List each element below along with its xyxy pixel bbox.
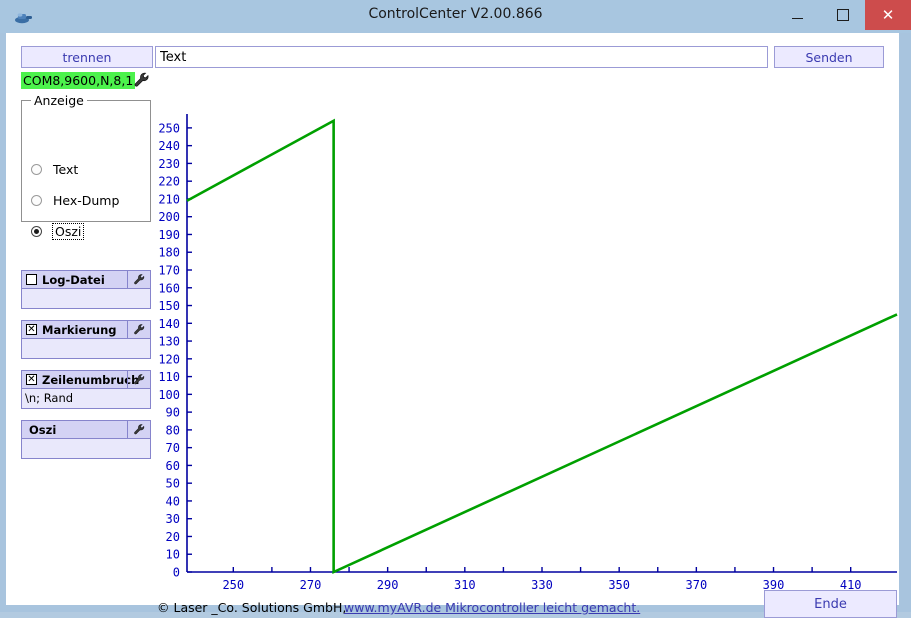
checkbox-log-datei[interactable] bbox=[26, 274, 37, 285]
svg-text:110: 110 bbox=[158, 370, 180, 384]
svg-text:170: 170 bbox=[158, 264, 180, 278]
radio-label-hex-dump: Hex-Dump bbox=[52, 193, 120, 208]
svg-text:330: 330 bbox=[531, 578, 553, 592]
svg-text:50: 50 bbox=[166, 477, 180, 491]
panel-title-oszi: Oszi bbox=[29, 422, 57, 437]
panel-body-log-datei[interactable] bbox=[21, 289, 151, 309]
radio-label-oszi: Oszi bbox=[51, 223, 85, 240]
svg-text:270: 270 bbox=[300, 578, 322, 592]
panel-body-oszi[interactable] bbox=[21, 439, 151, 459]
close-icon: ✕ bbox=[881, 6, 895, 24]
svg-text:180: 180 bbox=[158, 246, 180, 260]
svg-text:160: 160 bbox=[158, 281, 180, 295]
panel-oszi: Oszi bbox=[21, 420, 151, 459]
myavr-link[interactable]: www.myAVR.de Mikrocontroller leicht gema… bbox=[344, 600, 641, 615]
radio-option-text[interactable]: Text bbox=[31, 162, 78, 178]
svg-text:230: 230 bbox=[158, 157, 180, 171]
svg-text:80: 80 bbox=[166, 423, 180, 437]
com-settings-wrench-icon[interactable] bbox=[133, 71, 151, 89]
radio-indicator-oszi bbox=[31, 226, 42, 237]
maximize-button[interactable] bbox=[820, 0, 866, 30]
client-area: 0 10 20 30 40 50 60 70 80 90 100 110 120 130 140 150 160… bbox=[6, 33, 899, 618]
svg-text:290: 290 bbox=[377, 578, 399, 592]
panel-log-datei: Log-Datei bbox=[21, 270, 151, 309]
checkbox-markierung[interactable]: ✕ bbox=[26, 324, 37, 335]
end-button[interactable]: Ende bbox=[764, 590, 897, 618]
panel-markierung: ✕ Markierung bbox=[21, 320, 151, 359]
radio-indicator-hex-dump bbox=[31, 195, 42, 206]
svg-text:100: 100 bbox=[158, 388, 180, 402]
svg-text:250: 250 bbox=[158, 121, 180, 135]
svg-text:40: 40 bbox=[166, 494, 180, 508]
send-input[interactable] bbox=[155, 46, 768, 68]
radio-label-text: Text bbox=[52, 162, 79, 177]
svg-text:350: 350 bbox=[608, 578, 630, 592]
panel-header-zeilenumbruch[interactable]: ✕ Zeilenumbruch bbox=[21, 370, 151, 389]
display-mode-group bbox=[21, 100, 151, 222]
display-mode-legend: Anzeige bbox=[31, 93, 87, 108]
panel-title-zeilenumbruch: Zeilenumbruch bbox=[42, 372, 140, 387]
minimize-button[interactable] bbox=[774, 0, 820, 30]
svg-text:140: 140 bbox=[158, 317, 180, 331]
panel-title-markierung: Markierung bbox=[42, 322, 117, 337]
svg-text:310: 310 bbox=[454, 578, 476, 592]
svg-text:210: 210 bbox=[158, 192, 180, 206]
send-button[interactable]: Senden bbox=[774, 46, 884, 68]
wrench-icon-markierung[interactable] bbox=[127, 321, 150, 338]
svg-text:190: 190 bbox=[158, 228, 180, 242]
wrench-icon-zeilenumbruch[interactable] bbox=[127, 371, 150, 388]
svg-text:30: 30 bbox=[166, 512, 180, 526]
svg-text:130: 130 bbox=[158, 335, 180, 349]
panel-body-zeilenumbruch[interactable]: \n; Rand bbox=[21, 389, 151, 409]
wrench-icon-oszi[interactable] bbox=[127, 421, 150, 438]
radio-indicator-text bbox=[31, 164, 42, 175]
serial-device-icon bbox=[14, 9, 36, 25]
checkbox-zeilenumbruch[interactable]: ✕ bbox=[26, 374, 37, 385]
svg-text:90: 90 bbox=[166, 406, 180, 420]
panel-zeilenumbruch: ✕ Zeilenumbruch \n; Rand bbox=[21, 370, 151, 409]
svg-text:20: 20 bbox=[166, 530, 180, 544]
svg-text:70: 70 bbox=[166, 441, 180, 455]
svg-text:370: 370 bbox=[686, 578, 708, 592]
wrench-icon-log-datei[interactable] bbox=[127, 271, 150, 288]
window-title: ControlCenter V2.00.866 bbox=[368, 6, 543, 22]
panel-header-log-datei[interactable]: Log-Datei bbox=[21, 270, 151, 289]
svg-text:250: 250 bbox=[222, 578, 244, 592]
radio-option-hex-dump[interactable]: Hex-Dump bbox=[31, 193, 119, 209]
copyright-text: © Laser _Co. Solutions GmbH, bbox=[157, 600, 347, 615]
svg-text:120: 120 bbox=[158, 352, 180, 366]
svg-text:220: 220 bbox=[158, 175, 180, 189]
svg-text:0: 0 bbox=[173, 566, 180, 580]
panel-header-markierung[interactable]: ✕ Markierung bbox=[21, 320, 151, 339]
svg-text:10: 10 bbox=[166, 548, 180, 562]
svg-text:240: 240 bbox=[158, 139, 180, 153]
title-bar: ControlCenter V2.00.866 ✕ bbox=[0, 0, 911, 33]
svg-text:200: 200 bbox=[158, 210, 180, 224]
panel-title-log-datei: Log-Datei bbox=[42, 272, 105, 287]
close-button[interactable]: ✕ bbox=[865, 0, 911, 30]
panel-header-oszi[interactable]: Oszi bbox=[21, 420, 151, 439]
disconnect-button[interactable]: trennen bbox=[21, 46, 153, 68]
com-status-badge: COM8,9600,N,8,1 bbox=[21, 72, 136, 89]
svg-text:150: 150 bbox=[158, 299, 180, 313]
radio-option-oszi[interactable]: Oszi bbox=[31, 223, 85, 240]
svg-text:60: 60 bbox=[166, 459, 180, 473]
panel-body-markierung[interactable] bbox=[21, 339, 151, 359]
